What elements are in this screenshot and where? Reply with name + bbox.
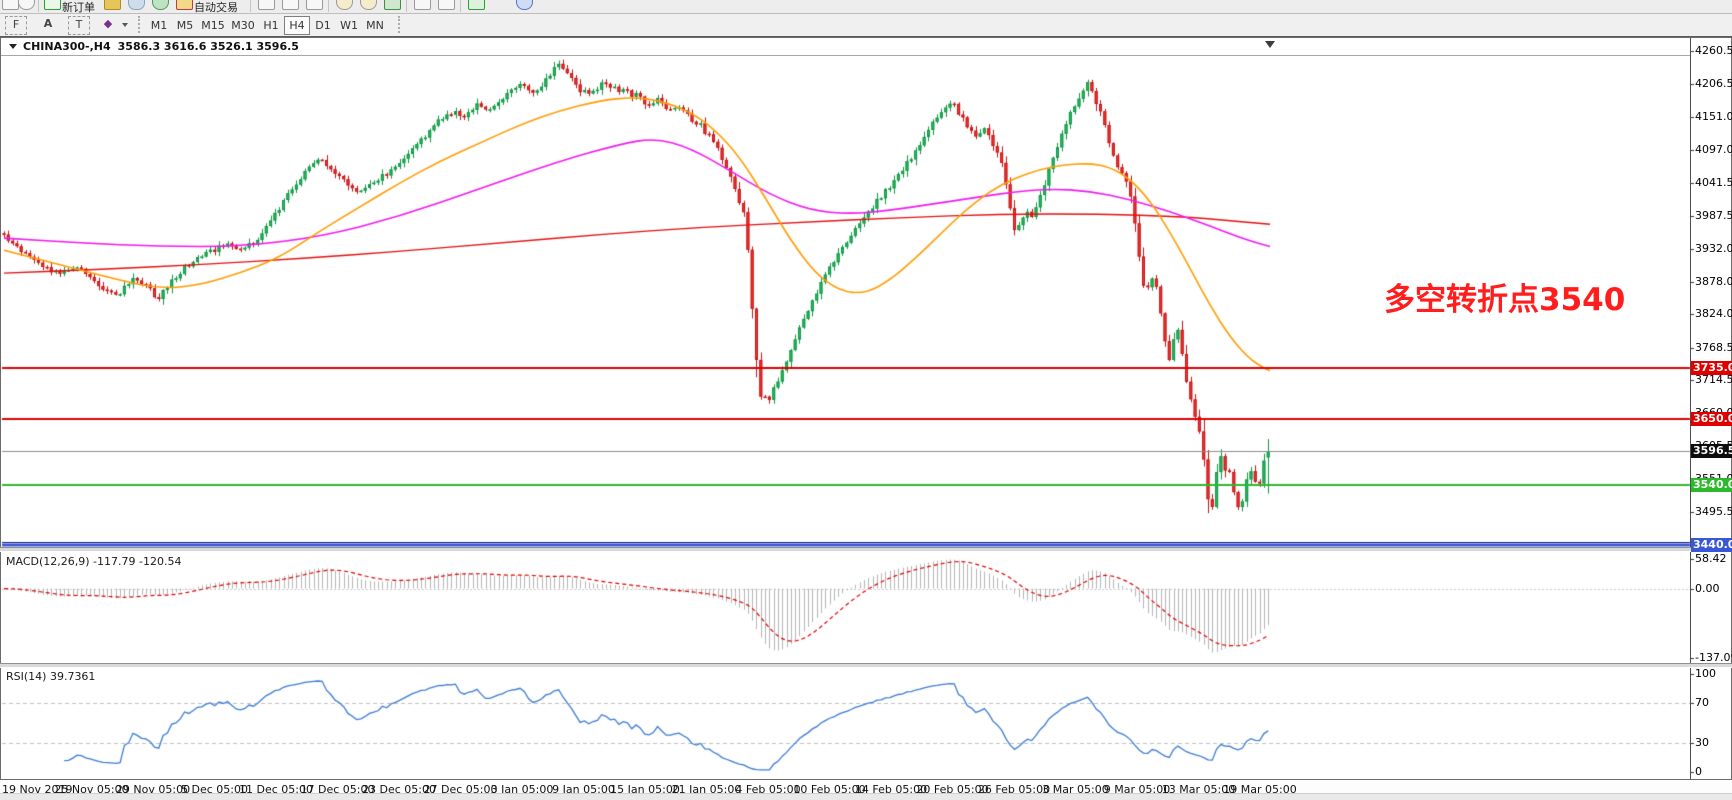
- time-axis-label: 14 Feb 05:00: [854, 783, 928, 796]
- macd-caption: MACD(12,26,9) -117.79 -120.54: [6, 555, 182, 568]
- time-axis-label: 25 Nov 05:00: [54, 783, 129, 796]
- chart-annotation-text: 多空转折点3540: [1384, 282, 1626, 318]
- time-axis-label: 29 Nov 05:00: [115, 783, 191, 796]
- price-tick-label: 3987.5: [1695, 208, 1732, 222]
- time-axis-label: 19 Mar 05:00: [1223, 783, 1297, 796]
- time-axis-label: 5 Dec 05:00: [181, 783, 248, 796]
- price-level-badge: 3440.0: [1691, 538, 1732, 553]
- window-bottom-edge: [0, 793, 1732, 800]
- time-axis-label: 13 Mar 05:00: [1161, 783, 1236, 796]
- chart-shift-marker-icon: [1265, 41, 1275, 48]
- price-tick-label: 4206.5: [1695, 76, 1732, 90]
- price-tick-label: 4151.0: [1695, 109, 1732, 123]
- time-axis-label: 21 Jan 05:00: [671, 783, 742, 796]
- time-axis-label: 9 Jan 05:00: [552, 783, 615, 796]
- time-axis-label: 26 Feb 05:00: [977, 783, 1051, 796]
- macd-axis-label: 0.00: [1695, 581, 1720, 595]
- price-axis-border: [1690, 38, 1691, 779]
- price-level-badge: 3540.0: [1691, 478, 1732, 493]
- price-tick-label: 4097.0: [1695, 142, 1732, 156]
- price-level-badge: 3596.5: [1691, 444, 1732, 459]
- time-axis-label: 20 Feb 05:00: [916, 783, 989, 796]
- time-axis-label: 17 Dec 05:00: [300, 783, 375, 796]
- price-tick-label: 3824.0: [1695, 307, 1732, 321]
- time-axis-label: 3 Jan 05:00: [490, 783, 554, 796]
- time-axis-label: 3 Mar 05:00: [1042, 783, 1109, 796]
- price-tick-label: 3495.5: [1695, 505, 1732, 519]
- time-axis-label: 11 Dec 05:00: [239, 783, 313, 796]
- price-tick-label: 3932.0: [1695, 241, 1732, 255]
- rsi-axis-label: 0: [1695, 765, 1702, 778]
- rsi-axis-label: 100: [1695, 667, 1716, 680]
- rsi-axis-label: 70: [1695, 696, 1709, 710]
- time-axis-label: 27 Dec 05:00: [423, 783, 498, 796]
- time-axis-label: 10 Feb 05:00: [793, 783, 866, 796]
- panel-divider[interactable]: [0, 663, 1732, 668]
- macd-axis-label: -137.09: [1695, 651, 1732, 664]
- price-tick-label: 4260.5: [1695, 44, 1732, 57]
- rsi-caption: RSI(14) 39.7361: [6, 670, 96, 683]
- price-level-badge: 3650.0: [1691, 411, 1732, 426]
- macd-axis-label: 58.42: [1695, 552, 1727, 565]
- price-level-badge: 3735.0: [1691, 360, 1732, 375]
- time-axis-label: 23 Dec 05:00: [362, 783, 436, 796]
- price-tick-label: 3878.0: [1695, 274, 1732, 288]
- time-axis-label: 9 Mar 05:00: [1103, 783, 1171, 796]
- price-tick-label: 3714.5: [1695, 373, 1732, 387]
- price-tick-label: 4041.5: [1695, 175, 1732, 189]
- time-axis-label: 4 Feb 05:00: [735, 783, 801, 796]
- rsi-axis-label: 30: [1695, 735, 1709, 749]
- time-axis-label: 15 Jan 05:00: [610, 783, 680, 796]
- panel-divider[interactable]: [0, 547, 1732, 552]
- price-tick-label: 3768.5: [1695, 340, 1732, 354]
- time-axis-label: 19 Nov 2019: [2, 783, 73, 796]
